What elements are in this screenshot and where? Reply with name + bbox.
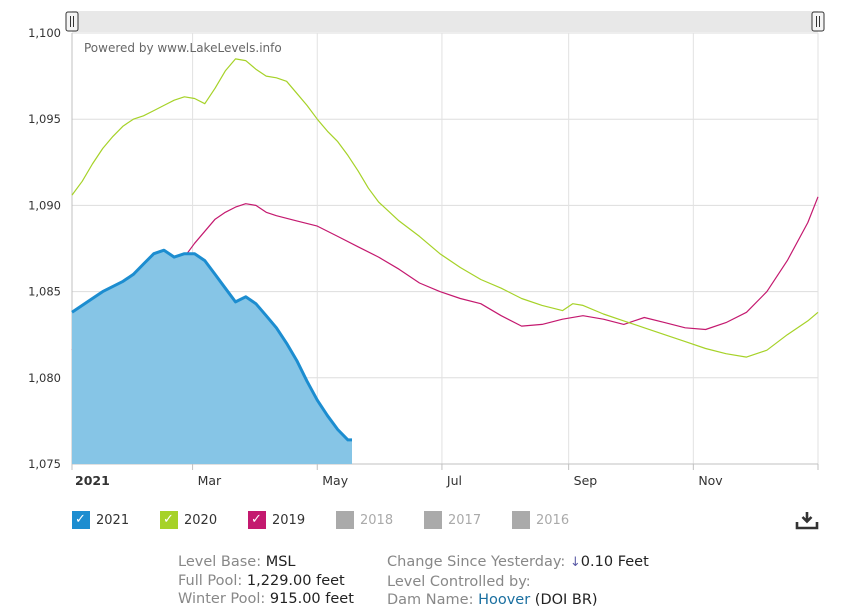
legend-label: 2019 [272, 512, 306, 528]
navigator-bar[interactable] [72, 11, 818, 32]
legend-swatch [512, 511, 530, 529]
x-tick-label: May [322, 473, 348, 488]
y-tick-label: 1,090 [28, 198, 61, 212]
winter-pool-row: Winter Pool: 915.00 feet [178, 591, 354, 607]
lake-info-right: Change Since Yesterday: ↓0.10 Feet Level… [387, 553, 649, 610]
series-group [71, 58, 819, 464]
dam-name-link[interactable]: Hoover [478, 592, 531, 608]
dam-row: Dam Name: Hoover (DOI BR) [387, 592, 598, 608]
legend-swatch: ✓ [248, 511, 266, 529]
check-icon: ✓ [75, 512, 86, 527]
series-line-2021[interactable] [71, 248, 352, 442]
legend-item-2020[interactable]: ✓ 2020 [160, 510, 217, 530]
x-tick-label: Mar [198, 473, 222, 488]
legend-label: 2017 [448, 512, 482, 528]
x-tick-label: 2021 [75, 473, 110, 488]
controlled-row: Level Controlled by: [387, 573, 531, 590]
check-icon: ✓ [163, 512, 174, 527]
full-pool-row: Full Pool: 1,229.00 feet [178, 572, 345, 589]
legend-swatch: ✓ [160, 511, 178, 529]
y-tick-label: 1,085 [28, 285, 61, 299]
check-icon: ✓ [251, 512, 262, 527]
legend-item-2016[interactable]: 2016 [512, 510, 569, 530]
download-icon[interactable] [795, 509, 819, 531]
lake-info-left: Level Base: MSL Full Pool: 1,229.00 feet… [178, 553, 354, 609]
y-tick-label: 1,075 [28, 457, 61, 471]
level-base-row: Level Base: MSL [178, 554, 296, 570]
y-tick-label: 1,095 [28, 112, 61, 126]
change-row: Change Since Yesterday: ↓0.10 Feet [387, 554, 649, 570]
y-tick-label: 1,100 [28, 26, 61, 40]
x-tick-label: Nov [698, 473, 723, 488]
series-line-2020[interactable] [71, 58, 819, 358]
navigator-handle-left[interactable] [65, 11, 79, 32]
x-tick-label: Jul [446, 473, 462, 488]
navigator-handle-right[interactable] [811, 11, 825, 32]
legend-item-2017[interactable]: 2017 [424, 510, 481, 530]
legend-swatch [336, 511, 354, 529]
legend-label: 2016 [536, 512, 570, 528]
legend-swatch: ✓ [72, 511, 90, 529]
watermark: Powered by www.LakeLevels.info [84, 41, 282, 55]
legend-item-2021[interactable]: ✓ 2021 [72, 510, 129, 530]
legend-label: 2018 [360, 512, 394, 528]
y-tick-label: 1,080 [28, 371, 61, 385]
legend-item-2018[interactable]: 2018 [336, 510, 393, 530]
legend-label: 2021 [96, 512, 130, 528]
lake-level-chart: 1,075 1,080 1,085 1,090 1,095 1,100 2021 Mar Ma… [28, 11, 825, 488]
legend-swatch [424, 511, 442, 529]
legend-item-2019[interactable]: ✓ 2019 [248, 510, 305, 530]
x-tick-label: Sep [574, 473, 598, 488]
series-area-2021 [72, 250, 352, 464]
x-axis: 2021 Mar May Jul Sep Nov [71, 464, 819, 488]
down-arrow-icon: ↓ [569, 555, 581, 570]
y-axis: 1,075 1,080 1,085 1,090 1,095 1,100 [28, 26, 61, 471]
legend-label: 2020 [184, 512, 218, 528]
